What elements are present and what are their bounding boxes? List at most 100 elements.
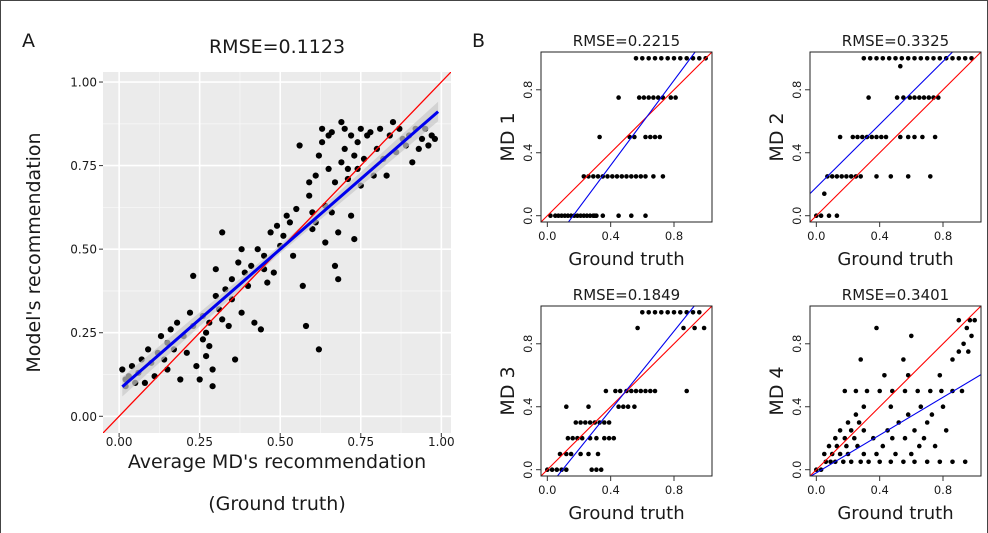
x-tick-label: 0.0 [538, 483, 556, 497]
data-point [409, 159, 416, 166]
x-tick-label: 0.8 [934, 229, 952, 243]
data-point [646, 56, 651, 61]
data-point [319, 139, 326, 146]
y-axis-label: Model's recommendation [23, 132, 45, 372]
data-point [893, 451, 898, 457]
data-point [606, 435, 612, 441]
data-point [319, 125, 326, 132]
chart-title: RMSE=0.3325 [842, 32, 949, 50]
data-point [322, 239, 329, 246]
data-point [348, 132, 355, 139]
data-point [869, 134, 875, 140]
data-point [874, 325, 879, 331]
data-point [203, 329, 210, 336]
data-point [328, 129, 335, 136]
data-point [357, 125, 364, 132]
x-tick-label: 0.8 [665, 229, 683, 243]
data-point [431, 135, 438, 142]
data-point [651, 95, 656, 100]
data-point [315, 152, 322, 159]
data-point [907, 95, 913, 100]
fit-line [810, 374, 981, 476]
data-point [678, 310, 683, 315]
data-point [962, 56, 968, 61]
data-point [212, 292, 219, 300]
y-tick-label: 0.8 [790, 335, 804, 353]
data-point [616, 404, 621, 410]
panel-label-a: A [22, 30, 35, 52]
data-point [238, 309, 245, 316]
data-point [861, 451, 867, 457]
data-point [273, 222, 281, 229]
data-point [967, 317, 973, 323]
data-point [641, 95, 647, 100]
data-point [335, 276, 342, 283]
data-point [692, 325, 697, 331]
data-point [602, 420, 607, 425]
data-point [554, 467, 560, 473]
data-point [845, 420, 851, 425]
data-point [587, 213, 593, 218]
data-point [673, 95, 678, 100]
data-point [905, 134, 911, 140]
chart-panel-md1: 0.0 0.4 0.8 0.0 0.4 0.8 RMSE=0.2215 Ground trut… [497, 32, 713, 270]
data-point [629, 174, 634, 179]
data-point [929, 412, 935, 417]
data-point [877, 459, 882, 465]
data-point [905, 174, 911, 179]
data-point [829, 174, 835, 179]
data-point [697, 310, 702, 315]
data-point [912, 459, 917, 465]
y-axis-label: MD 2 [766, 112, 788, 161]
data-point [943, 428, 949, 433]
plot-marks [541, 52, 712, 222]
data-point [638, 174, 644, 179]
data-point [625, 404, 631, 410]
data-point [898, 134, 903, 140]
data-point [972, 317, 977, 323]
data-point [874, 56, 879, 61]
data-point [212, 266, 219, 273]
data-point [874, 134, 879, 140]
data-point [855, 134, 860, 140]
x-axis-label: Ground truth [568, 249, 684, 270]
data-point [568, 451, 574, 457]
data-point [937, 373, 943, 378]
data-point [853, 412, 859, 417]
data-point [267, 229, 274, 236]
data-point [228, 276, 235, 283]
data-point [549, 467, 555, 473]
data-point [167, 326, 174, 333]
x-tick-label: 0.00 [106, 435, 133, 449]
data-point [586, 451, 591, 457]
data-point [257, 326, 264, 333]
y-tick-label: 0.4 [521, 398, 535, 416]
data-point [690, 310, 696, 315]
data-point [964, 325, 970, 331]
data-point [858, 357, 863, 362]
data-point [844, 174, 849, 179]
data-point [283, 212, 290, 219]
x-tick-label: 0.8 [665, 483, 683, 497]
data-point [557, 451, 563, 457]
data-point [912, 134, 917, 140]
data-point [921, 435, 927, 441]
data-point [886, 56, 892, 61]
data-point [932, 443, 938, 449]
plot-marks [810, 306, 981, 476]
chart-panel-md3: 0.0 0.4 0.8 0.0 0.4 0.8 RMSE=0.1849 Ground trut… [497, 286, 713, 524]
data-point [924, 56, 930, 61]
data-point [418, 135, 426, 142]
data-point [315, 346, 322, 353]
data-point [659, 56, 664, 61]
data-point [681, 325, 686, 331]
data-point [610, 174, 615, 179]
y-tick-label: 0.25 [70, 326, 97, 340]
fit-line [556, 306, 695, 476]
data-point [962, 459, 968, 465]
y-tick-label: 0.4 [521, 144, 535, 162]
x-tick-label: 0.8 [934, 483, 952, 497]
data-point [646, 310, 651, 315]
data-point [866, 95, 871, 100]
data-point [867, 56, 873, 61]
